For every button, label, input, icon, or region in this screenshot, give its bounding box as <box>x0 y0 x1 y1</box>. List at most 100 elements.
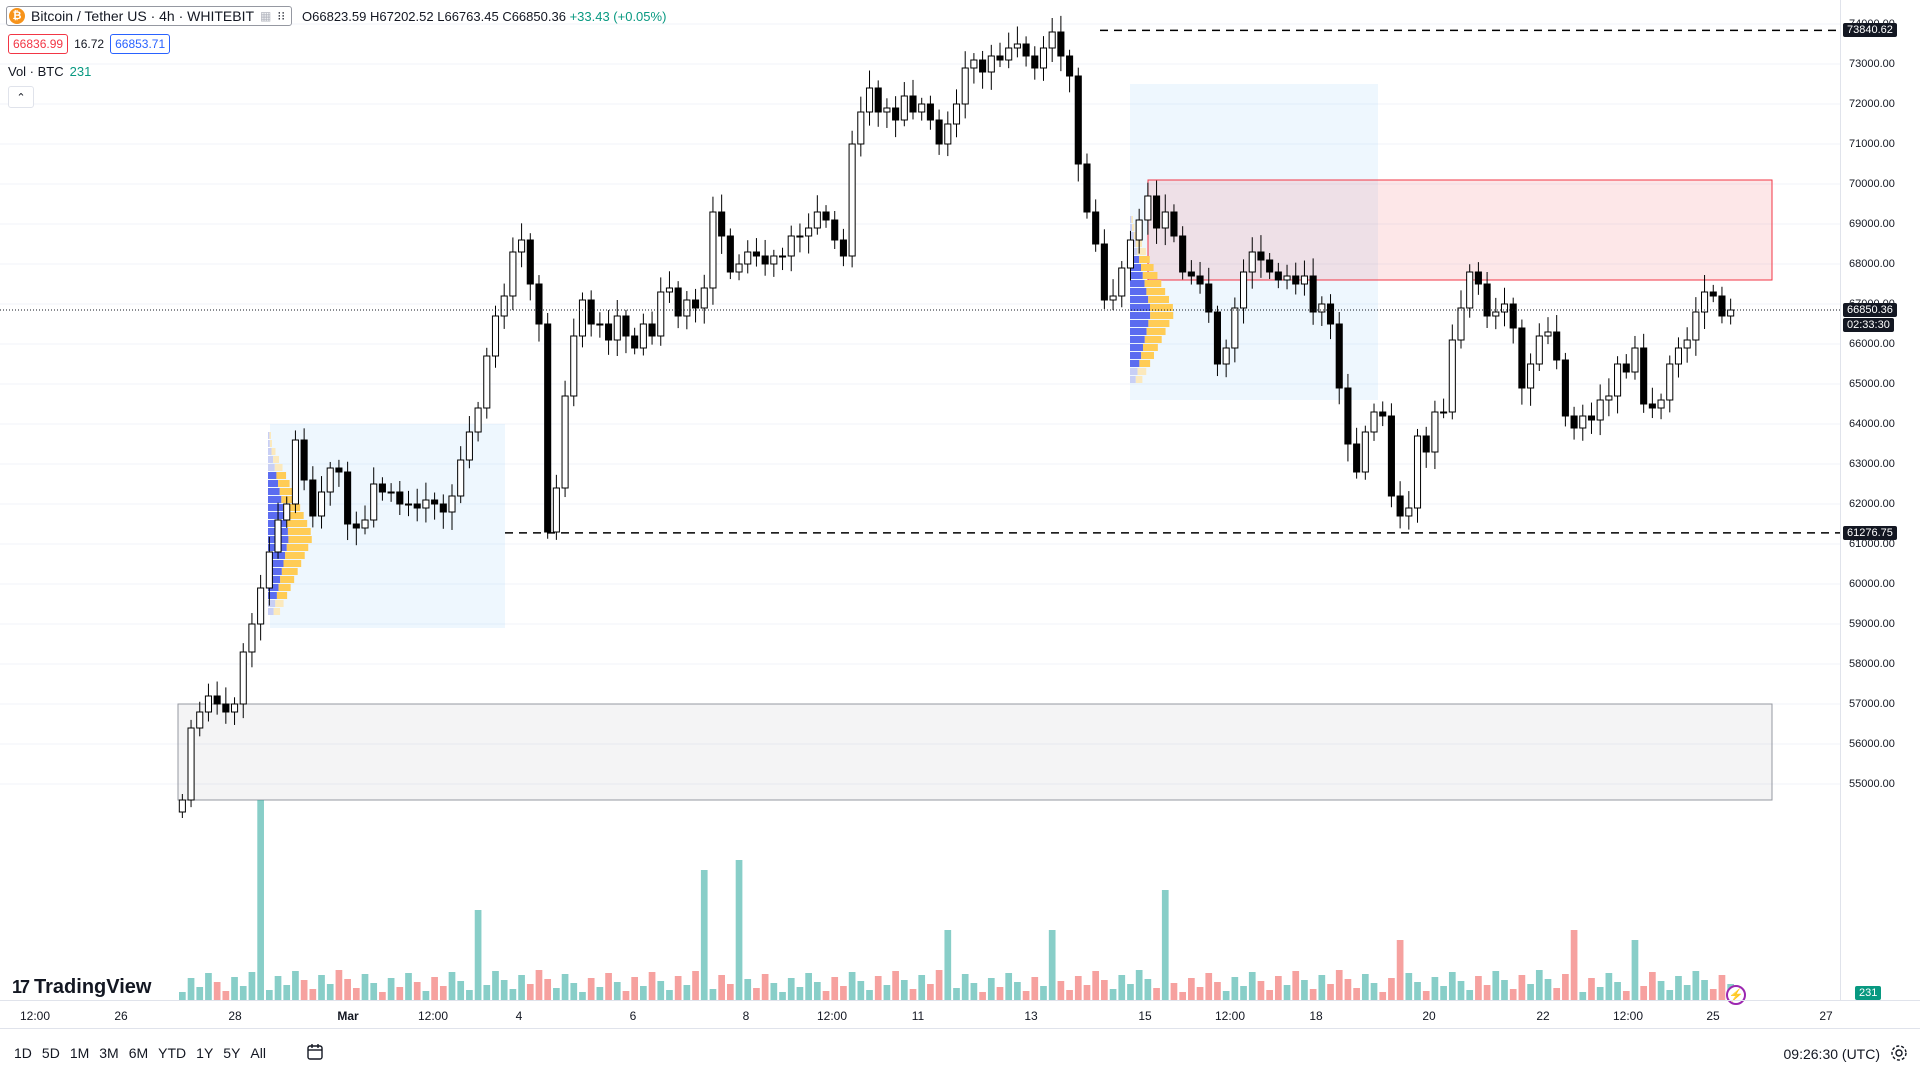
candle <box>1118 261 1126 308</box>
candle-body <box>674 287 682 317</box>
candle <box>883 98 891 128</box>
gear-icon[interactable] <box>1890 1044 1908 1062</box>
candle <box>204 683 212 722</box>
profile-bar <box>1148 320 1170 327</box>
candle <box>831 211 839 249</box>
range-button-ytd[interactable]: YTD <box>158 1045 187 1061</box>
candle-body <box>283 503 291 521</box>
volume-bar <box>1301 980 1308 1000</box>
profile-bar <box>275 600 284 607</box>
candle-body <box>291 439 299 505</box>
candle-body <box>1205 283 1213 313</box>
profile-bar <box>273 456 280 463</box>
utc-clock[interactable]: 09:26:30 (UTC) <box>1783 1046 1880 1062</box>
candle-body <box>361 519 369 529</box>
range-button-5y[interactable]: 5Y <box>223 1045 241 1061</box>
price-axis[interactable]: 74000.0073000.0072000.0071000.0070000.00… <box>1840 0 1920 1000</box>
volume-bar <box>196 987 204 1000</box>
volume-bar <box>361 974 369 1000</box>
volume-bar <box>300 980 308 1000</box>
volume-bar <box>205 973 212 1000</box>
candle-body <box>657 291 665 337</box>
range-button-1m[interactable]: 1M <box>69 1045 90 1061</box>
volume-bar <box>396 987 404 1000</box>
price-tick-label: 62000.00 <box>1849 498 1895 510</box>
collapse-legend-button[interactable]: ⌃ <box>8 86 34 108</box>
range-button-all[interactable]: All <box>250 1045 266 1061</box>
calendar-icon[interactable] <box>306 1043 324 1061</box>
candle <box>1144 182 1152 235</box>
candlestick-chart[interactable] <box>0 0 1840 1000</box>
candle-body <box>1370 411 1378 433</box>
volume-bar <box>222 991 230 1000</box>
candle <box>1135 208 1143 254</box>
profile-bar <box>1141 352 1154 359</box>
candle <box>674 281 682 329</box>
profile-bar <box>1141 264 1154 271</box>
range-button-3m[interactable]: 3M <box>99 1045 119 1061</box>
volume-bar <box>822 991 830 1000</box>
bid-price[interactable]: 66836.99 <box>8 34 69 54</box>
volume-bar <box>587 978 595 1000</box>
time-axis[interactable]: 12:00 26 28 Mar 12:00 4 6 8 12:00 11 13 15 12:00 18 20… <box>0 1000 1920 1028</box>
price-tick-label: 72000.00 <box>1849 98 1895 110</box>
candle-body <box>204 695 212 713</box>
candle-body <box>1231 307 1239 349</box>
candle <box>752 238 760 267</box>
range-buttons: 1D 5D 1M 3M 6M YTD 1Y 5Y All <box>14 1045 266 1061</box>
volume-bar <box>596 987 604 1000</box>
candle-body <box>1266 259 1274 273</box>
profile-bar <box>269 440 272 447</box>
volume-bar <box>831 977 839 1000</box>
candle <box>1674 337 1683 378</box>
low-price-tag: 61276.75 <box>1843 525 1897 540</box>
eye-icon[interactable]: ▦ <box>260 9 272 23</box>
volume-label: Vol · BTC <box>8 64 64 79</box>
range-button-1d[interactable]: 1D <box>14 1045 32 1061</box>
candle-body <box>1579 415 1587 429</box>
volume-bar <box>1422 991 1430 1000</box>
range-button-6m[interactable]: 6M <box>128 1045 149 1061</box>
candle-body <box>1666 363 1674 401</box>
candle <box>1648 387 1656 419</box>
price-tick-label: 55000.00 <box>1849 778 1895 790</box>
symbol-selector[interactable]: ₿ Bitcoin / Tether US · 4h · WHITEBIT ▦ … <box>6 6 293 26</box>
volume-bar <box>753 988 760 1000</box>
candle-body <box>230 703 239 713</box>
volume-bar <box>1074 976 1082 1000</box>
candle-body <box>396 491 404 505</box>
range-button-5d[interactable]: 5D <box>41 1045 60 1061</box>
candle-body <box>1109 295 1117 301</box>
volume-bar <box>483 985 491 1000</box>
volume-bar <box>283 985 291 1000</box>
candle <box>605 310 613 355</box>
profile-bar <box>268 600 276 607</box>
candle <box>1596 384 1604 436</box>
candle <box>274 502 282 559</box>
candle <box>718 194 726 254</box>
candle-body <box>535 283 543 325</box>
volume-bar <box>544 979 552 1000</box>
volume-bar <box>779 992 786 1000</box>
candle <box>230 697 239 725</box>
tradingview-logo[interactable]: 17 TradingView <box>12 976 151 999</box>
candle <box>1257 235 1265 278</box>
volume-bar <box>1222 991 1230 1000</box>
range-button-1y[interactable]: 1Y <box>196 1045 214 1061</box>
profile-bar <box>268 432 270 439</box>
time-tick-label: 11 <box>911 1009 925 1023</box>
candle-body <box>1709 291 1717 297</box>
candle-body <box>718 211 726 237</box>
ask-price[interactable]: 66853.71 <box>110 34 171 54</box>
candle <box>1039 36 1048 81</box>
price-tick-label: 59000.00 <box>1849 618 1895 630</box>
volume-legend: Vol · BTC 231 <box>8 64 91 79</box>
volume-bar <box>187 978 195 1000</box>
volume-bar <box>900 980 908 1000</box>
candle <box>1622 354 1630 379</box>
settings-dots-icon[interactable]: ⁝⁝ <box>277 9 286 23</box>
volume-value: 231 <box>69 64 92 79</box>
chart-pane[interactable]: ₿ Bitcoin / Tether US · 4h · WHITEBIT ▦ … <box>0 0 1840 1005</box>
candle-body <box>1553 331 1561 361</box>
candle <box>1500 287 1509 327</box>
